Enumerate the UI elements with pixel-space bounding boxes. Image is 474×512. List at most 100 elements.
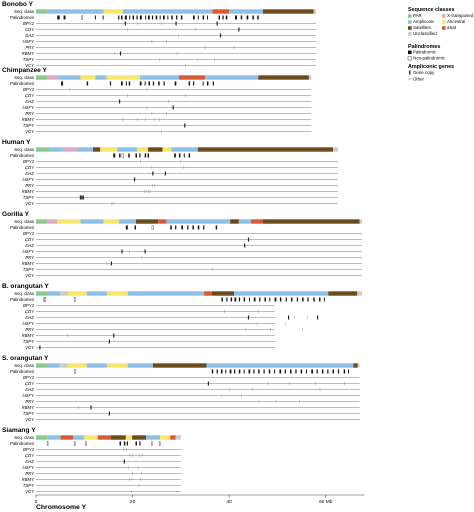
row-label: BPY2: [23, 159, 35, 164]
palindrome-mark: [230, 297, 233, 302]
seq-class-segment: [36, 363, 48, 368]
palindrome-mark: [174, 153, 176, 158]
row-label: TSPY: [23, 411, 35, 416]
palindrome-mark: [243, 297, 246, 302]
seq-class-segment: [103, 9, 123, 14]
row-label: RBMY: [22, 261, 36, 266]
row-label: HSFY: [23, 39, 36, 44]
row-label: HSFY: [23, 249, 36, 254]
row-label: CDY: [25, 165, 35, 170]
seq-class-segment: [36, 147, 50, 152]
seq-class-segment: [328, 291, 358, 296]
row-label: RBMY: [22, 405, 36, 410]
palindrome-mark: [174, 81, 177, 86]
seq-class-segment: [230, 219, 239, 224]
palindrome-mark: [197, 225, 200, 230]
x-tick-label: 40: [227, 499, 233, 505]
palindrome-mark: [192, 81, 195, 86]
palindrome-mark: [284, 369, 286, 374]
palindrome-mark: [192, 15, 195, 20]
seq-class-segment: [313, 9, 317, 14]
gene-copy-mark: [39, 345, 41, 350]
row-label: TSPY: [23, 339, 35, 344]
legend-label: Unclassified: [413, 31, 437, 36]
palindrome-mark: [274, 297, 277, 302]
legend-swatch: [408, 20, 412, 24]
palindrome-mark: [252, 15, 254, 20]
palindrome-mark: [348, 369, 349, 374]
row-label: PRY: [25, 45, 35, 50]
legend-swatch: [409, 70, 411, 75]
seq-class-segment: [206, 363, 354, 368]
row-label: DAZ: [25, 171, 34, 176]
x-tick-label: 20: [130, 499, 136, 505]
seq-class-segment: [36, 9, 48, 14]
gene-copy-mark: [119, 51, 122, 56]
panel-title: Human Y: [2, 139, 31, 146]
row-label: VCY: [25, 489, 35, 494]
palindrome-mark: [61, 81, 64, 86]
legend-swatch: [408, 14, 412, 18]
palindrome-mark: [215, 225, 218, 230]
palindrome-mark: [192, 225, 194, 230]
non-palindrome-mark: [151, 441, 153, 446]
seq-class-segment: [171, 147, 198, 152]
row-label: DAZ: [25, 459, 34, 464]
palindrome-mark: [176, 15, 178, 20]
seq-class-segment: [57, 219, 81, 224]
palindrome-mark: [175, 225, 177, 230]
palindrome-mark: [307, 297, 309, 302]
row-label: TSPY: [23, 123, 35, 128]
gene-copy-mark: [164, 171, 167, 176]
legend-label: Ampliconic: [413, 19, 435, 24]
palindrome-mark: [238, 297, 241, 302]
palindrome-mark: [145, 15, 147, 20]
row-label: VCY: [25, 273, 35, 278]
palindrome-mark: [109, 81, 112, 86]
legend-swatch: [442, 14, 446, 18]
palindrome-mark: [151, 15, 154, 20]
palindrome-mark: [229, 369, 232, 374]
palindrome-mark: [86, 81, 89, 86]
x-tick-label: 0: [35, 499, 38, 505]
row-label: BPY2: [23, 375, 35, 380]
legend-label: Gene copy: [413, 70, 435, 75]
seq-class-segment: [359, 219, 363, 224]
seq-class-segment: [250, 219, 264, 224]
seq-class-segment: [49, 147, 64, 152]
seq-class-segment: [95, 75, 107, 80]
palindrome-mark: [163, 81, 165, 86]
palindrome-mark: [124, 15, 127, 20]
seq-class-segment: [204, 291, 212, 296]
palindrome-mark: [152, 81, 155, 86]
panel-title: Gorilla Y: [2, 211, 30, 218]
palindrome-mark: [212, 81, 214, 86]
gene-copy-mark: [247, 237, 250, 242]
palindrome-mark: [311, 369, 314, 374]
palindrome-mark: [121, 15, 123, 20]
palindrome-mark: [202, 81, 204, 86]
gene-copy-mark: [247, 315, 250, 320]
seq-class-segment: [136, 147, 149, 152]
row-label: Palindromes: [10, 441, 34, 446]
row-label: HSFY: [23, 105, 36, 110]
palindrome-mark: [183, 153, 185, 158]
gene-copy-mark: [90, 405, 92, 410]
palindrome-mark: [128, 153, 130, 158]
legend-label: Other: [413, 77, 425, 82]
palindrome-mark: [234, 297, 237, 302]
palindrome-mark: [225, 369, 227, 374]
palindrome-mark: [113, 153, 116, 158]
seq-class-segment: [125, 435, 133, 440]
seq-class-segment: [170, 435, 176, 440]
legend-label: Ancestral: [447, 19, 465, 24]
palindrome-mark: [216, 369, 218, 374]
palindrome-mark: [134, 225, 136, 230]
seq-class-segment: [263, 9, 314, 14]
row-label: VCY: [25, 129, 35, 134]
palindrome-mark: [313, 297, 315, 302]
non-palindrome-mark: [44, 297, 47, 302]
palindrome-mark: [118, 15, 120, 20]
seq-class-segment: [86, 291, 108, 296]
